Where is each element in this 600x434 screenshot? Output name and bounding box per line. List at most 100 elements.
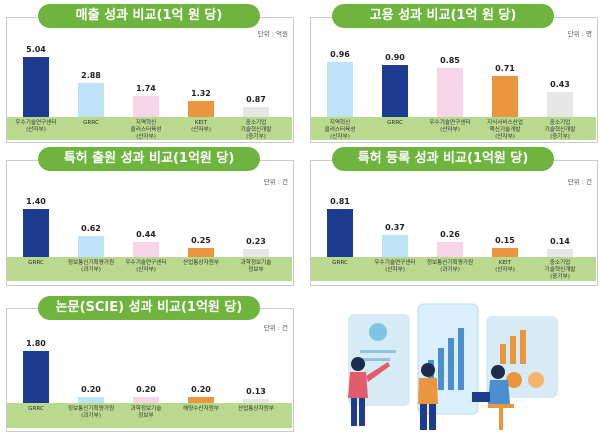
value-label-sales-4: 0.87 [246,94,266,104]
category-label-sales-1: GRRC [83,120,99,126]
value-label-employment-4: 0.43 [550,80,570,90]
chart-bar-icon [448,338,454,390]
chart-unit-patent-application: 단위 : 건 [263,178,288,186]
category-label-patent-application-1: 정보통신기획평가원 (과기부) [67,260,115,273]
category-label-patent-registration-1: 우수기술연구센터 (산자부) [374,260,416,273]
bar-paper-3 [188,397,214,403]
bar-paper-0 [23,351,49,403]
bar-patent-application-2 [133,241,159,257]
category-label-patent-application-3: 산업통상자원부 [182,260,220,266]
bar-sales-1 [78,82,104,117]
category-label-patent-registration-3: KEIT (산자부) [495,260,515,273]
board-line [360,358,390,361]
bar-sales-4 [243,106,269,117]
category-label-patent-application-2: 우수기술연구센터 (산자부) [125,260,167,273]
category-label-employment-0: 지역혁신 클러스터육성 (산자부) [324,120,356,140]
person-body-icon [348,372,368,398]
category-label-patent-application-0: GRRC [28,260,44,266]
value-label-paper-4: 0.13 [246,387,266,397]
value-label-paper-1: 0.20 [81,385,101,395]
category-label-paper-0: GRRC [28,406,44,412]
chart-title-employment: 고용 성과 비교(1억 원 당) [332,4,554,28]
category-label-employment-1: GRRC [387,120,403,126]
value-label-patent-application-4: 0.23 [246,237,266,247]
person-legs-icon [359,398,365,426]
category-label-employment-3: 지식서비스산업 핵신기술개발 (산자부) [486,120,524,140]
bar-employment-2 [437,68,463,117]
value-label-employment-3: 0.71 [495,64,515,74]
value-label-employment-2: 0.85 [440,56,460,66]
bar-paper-1 [78,397,104,403]
stool-icon [488,404,514,408]
category-label-sales-3: KEIT (산자부) [191,120,211,133]
bar-patent-registration-1 [382,235,408,257]
pie-icon [528,372,544,388]
pie-icon [369,323,387,341]
category-label-patent-application-4: 과학정보기술 정보부 [240,260,272,273]
value-label-sales-3: 1.32 [191,89,211,99]
chart-bar-icon [438,348,444,390]
laptop-icon [472,392,490,402]
category-band-paper [7,403,292,428]
bar-employment-0 [327,62,353,117]
value-label-paper-3: 0.20 [191,385,211,395]
chart-unit-sales: 단위 : 억원 [257,30,288,38]
business-analytics-illustration [348,303,558,430]
bar-patent-registration-3 [492,248,518,257]
chart-title-patent-registration: 특허 등록 성과 비교(1억원 당) [332,147,554,171]
value-label-sales-0: 5.04 [26,45,46,54]
person-legs-icon [351,398,357,426]
bar-patent-registration-4 [547,248,573,257]
category-band-patent-application [7,257,292,281]
category-label-patent-registration-0: GRRC [332,260,348,266]
value-label-patent-registration-4: 0.14 [550,236,570,246]
person-head-icon [491,365,505,379]
person-body-icon [488,380,510,404]
value-label-employment-1: 0.90 [385,53,405,63]
category-label-paper-4: 산업통상자원부 [237,406,275,412]
bar-sales-2 [133,96,159,117]
bar-patent-registration-2 [437,241,463,257]
category-label-paper-3: 해양수산자원부 [182,406,220,412]
category-label-sales-0: 우수기술연구센터 (산자부) [15,120,57,133]
person-legs-icon [429,404,436,430]
bar-paper-2 [133,397,159,403]
board-line [360,350,396,353]
person-head-icon [351,357,365,371]
value-label-patent-application-3: 0.25 [191,236,211,246]
bar-sales-0 [23,57,49,117]
category-label-patent-registration-2: 정보통신기획평가원 (과기부) [426,260,474,273]
category-band-sales [7,117,292,140]
category-label-employment-2: 우수기술연구센터 (산자부) [429,120,471,133]
bar-employment-3 [492,76,518,117]
bar-patent-registration-0 [327,209,353,257]
chart-unit-paper: 단위 : 건 [263,324,288,332]
value-label-paper-0: 1.80 [26,339,46,348]
category-label-sales-4: 중소기업 기술혁신개발 (중기부) [240,120,272,140]
value-label-employment-0: 0.96 [330,50,350,59]
value-label-paper-2: 0.20 [136,385,156,395]
person-body-icon [418,378,438,404]
bar-sales-3 [188,101,214,117]
person-head-icon [421,363,435,377]
chart-bar-icon [458,328,464,390]
value-label-patent-application-1: 0.62 [81,223,101,233]
small-bar-icon [510,336,516,364]
category-band-patent-registration [311,257,596,281]
chart-unit-patent-registration: 단위 : 건 [567,178,592,186]
category-label-paper-1: 정보통신기획평가원 (과기부) [67,406,115,419]
person-legs-icon [420,404,427,430]
value-label-patent-application-0: 1.40 [26,197,46,206]
category-band-employment [311,117,596,140]
category-label-paper-2: 과학정보기술 정보부 [130,406,162,419]
chart-unit-employment: 단위 : 명 [567,30,592,38]
chart-title-sales: 매출 성과 비교(1억 원 당) [38,4,260,28]
stool-leg-icon [499,408,503,430]
bar-patent-application-4 [243,249,269,257]
bar-employment-1 [382,65,408,117]
value-label-sales-1: 2.88 [81,70,101,80]
bar-employment-4 [547,92,573,117]
value-label-patent-registration-1: 0.37 [385,223,405,233]
bar-patent-application-3 [188,248,214,257]
small-bar-icon [500,344,506,364]
